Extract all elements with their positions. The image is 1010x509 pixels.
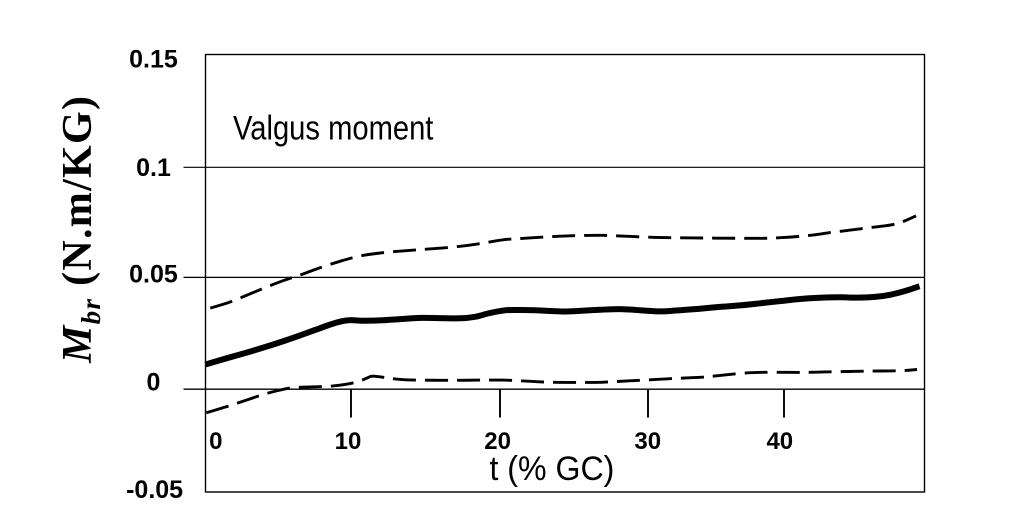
svg-text:Mbr (N.m/KG): Mbr (N.m/KG) [55,95,106,364]
svg-text:30: 30 [634,428,661,455]
svg-text:0.05: 0.05 [129,261,178,289]
svg-text:0.1: 0.1 [136,154,171,182]
svg-text:20: 20 [484,428,511,455]
svg-text:Valgus moment: Valgus moment [233,108,434,147]
svg-text:-0.05: -0.05 [126,476,183,504]
svg-text:t (% GC): t (% GC) [489,450,614,488]
svg-text:10: 10 [335,428,362,455]
svg-text:0.15: 0.15 [129,45,178,73]
svg-text:40: 40 [766,428,793,455]
svg-text:0: 0 [209,428,222,455]
svg-text:0: 0 [147,369,161,397]
